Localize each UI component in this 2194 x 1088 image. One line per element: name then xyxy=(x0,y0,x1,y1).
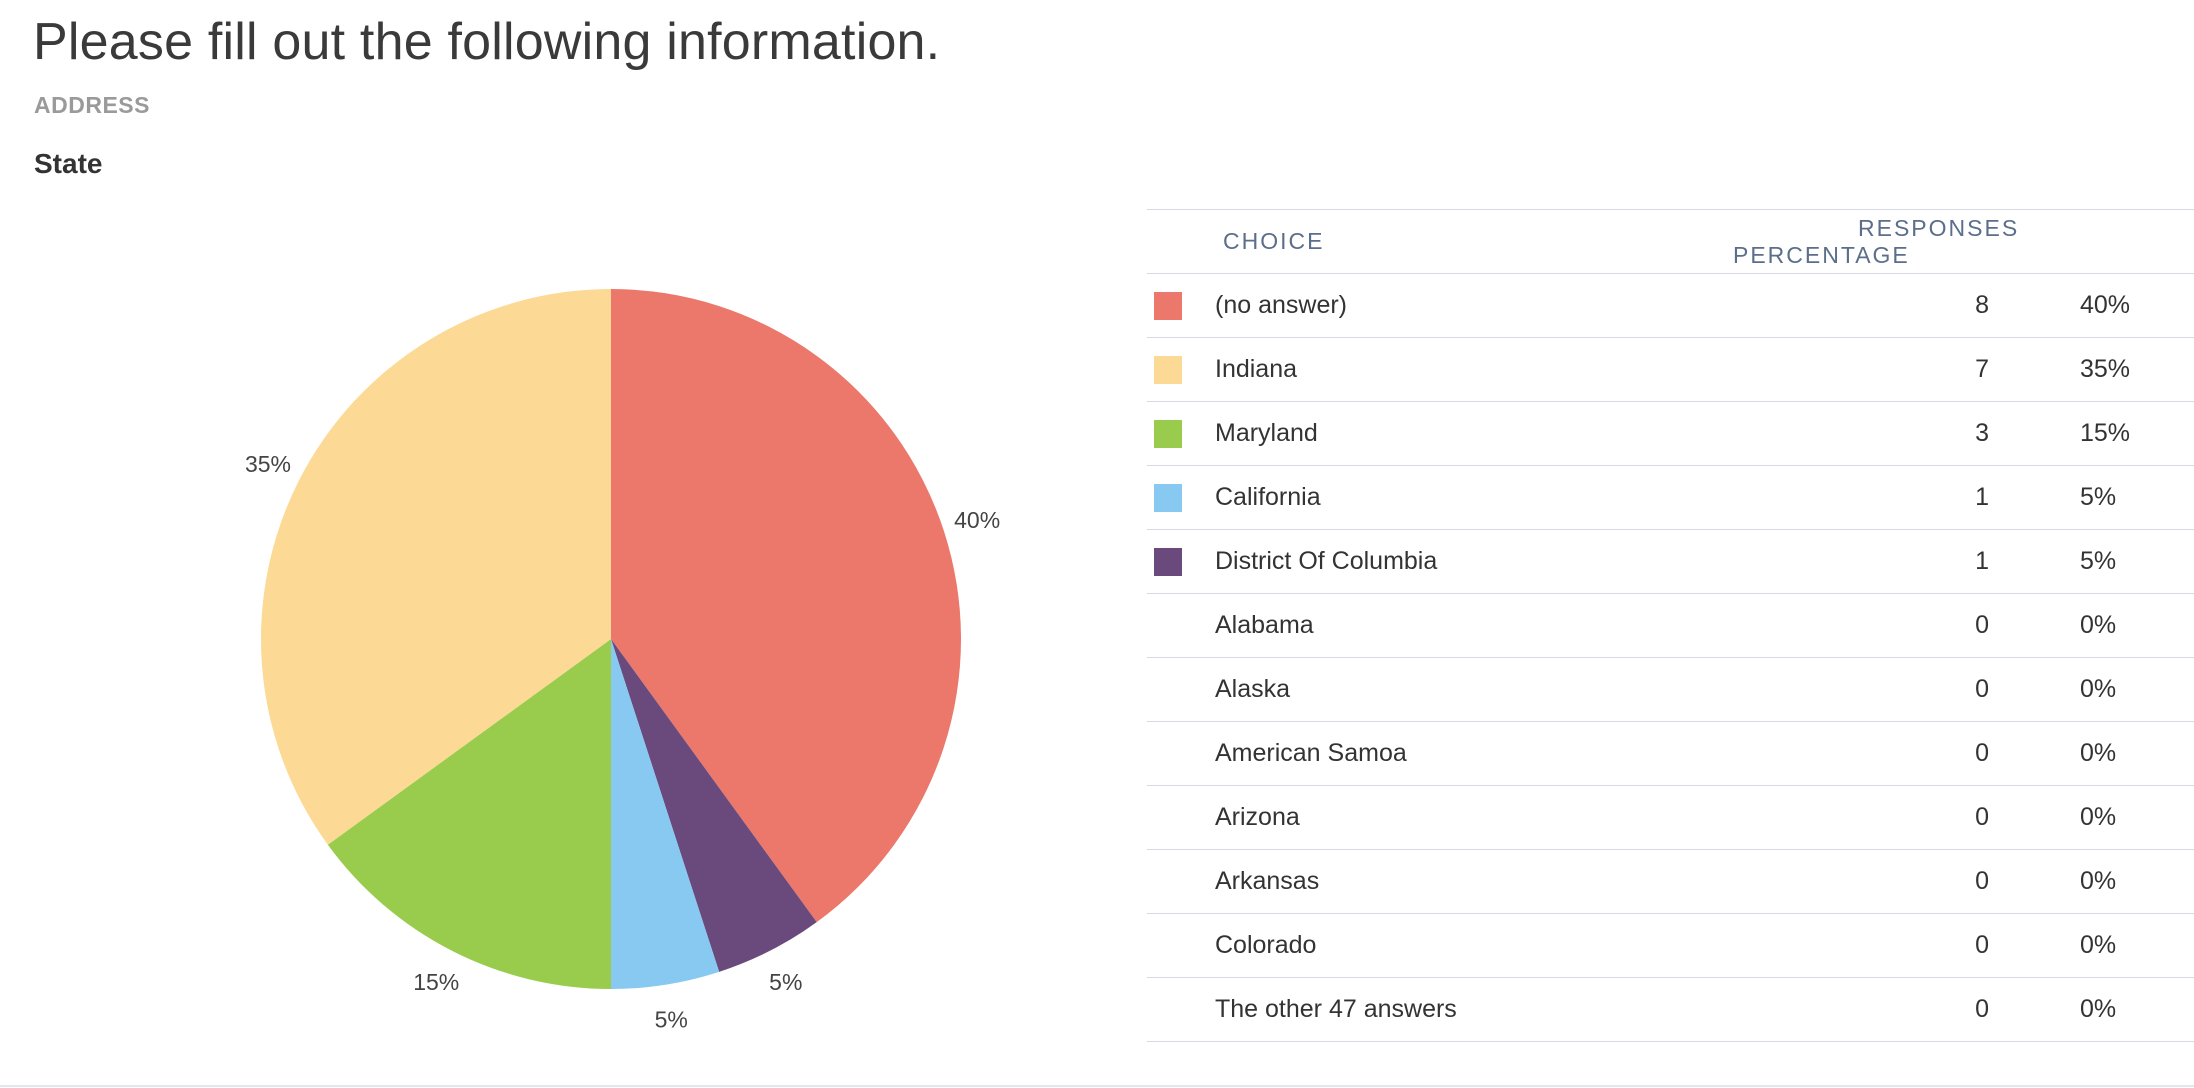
table-row: Arizona 0 0% xyxy=(1147,785,2194,850)
question-label: State xyxy=(34,148,103,179)
responses-percentage-header: RESPONSES PERCENTAGE xyxy=(1653,209,2194,274)
choice-cell: Colorado xyxy=(1215,913,1653,978)
choice-cell: District Of Columbia xyxy=(1215,529,1653,594)
table-row: American Samoa 0 0% xyxy=(1147,721,2194,786)
choice-cell: The other 47 answers xyxy=(1215,977,1653,1042)
section-label: ADDRESS xyxy=(34,92,150,118)
percentage-cell: 0% xyxy=(2006,977,2194,1042)
responses-value: 0 xyxy=(1975,611,1989,639)
page-title: Please fill out the following informatio… xyxy=(33,13,941,71)
responses-value: 0 xyxy=(1975,803,1989,831)
pie-slice-label: 35% xyxy=(245,451,291,477)
legend-swatch-cell xyxy=(1147,849,1215,914)
percentage-cell: 0% xyxy=(2006,593,2194,658)
legend-swatch-cell xyxy=(1147,657,1215,722)
table-row: Alabama 0 0% xyxy=(1147,593,2194,658)
table-row: (no answer) 8 40% xyxy=(1147,273,2194,338)
responses-cell: 0 xyxy=(1653,721,2006,786)
choice-cell: California xyxy=(1215,465,1653,530)
percentage-cell: 15% xyxy=(2006,401,2194,466)
legend-swatch xyxy=(1154,548,1182,577)
percentage-column-header: PERCENTAGE xyxy=(1733,241,1910,268)
percentage-cell: 5% xyxy=(2006,465,2194,530)
responses-value: 1 xyxy=(1975,483,1989,511)
responses-cell: 3 xyxy=(1653,401,2006,466)
responses-cell: 0 xyxy=(1653,849,2006,914)
choice-cell: Alabama xyxy=(1215,593,1653,658)
legend-swatch-cell xyxy=(1147,977,1215,1042)
table-body: (no answer) 8 40% Indiana 7 35% Maryland 3 15% Ca… xyxy=(1147,273,2194,1042)
pie-slice-label: 40% xyxy=(954,507,1000,533)
responses-value: 0 xyxy=(1975,867,1989,895)
pie-slice-label: 15% xyxy=(413,969,459,995)
pie-slice xyxy=(611,639,720,989)
legend-swatch-cell xyxy=(1147,465,1215,530)
legend-swatch-cell xyxy=(1147,273,1215,338)
percentage-cell: 5% xyxy=(2006,529,2194,594)
table-row: Colorado 0 0% xyxy=(1147,913,2194,978)
legend-swatch-cell xyxy=(1147,529,1215,594)
percentage-cell: 0% xyxy=(2006,721,2194,786)
responses-value: 0 xyxy=(1975,675,1989,703)
responses-cell: 7 xyxy=(1653,337,2006,402)
table-row: Maryland 3 15% xyxy=(1147,401,2194,466)
responses-value: 0 xyxy=(1975,931,1989,959)
responses-value: 7 xyxy=(1975,355,1989,383)
legend-swatch xyxy=(1154,484,1182,513)
choice-column-header: CHOICE xyxy=(1147,209,1653,274)
legend-swatch-cell xyxy=(1147,785,1215,850)
choice-cell: Alaska xyxy=(1215,657,1653,722)
choice-cell: Maryland xyxy=(1215,401,1653,466)
percentage-cell: 0% xyxy=(2006,849,2194,914)
results-table: CHOICE RESPONSES PERCENTAGE (no answer) 8… xyxy=(1147,209,2194,1042)
percentage-cell: 0% xyxy=(2006,913,2194,978)
pie-slice-label: 5% xyxy=(655,1006,688,1032)
choice-cell: Arizona xyxy=(1215,785,1653,850)
choice-cell: Arkansas xyxy=(1215,849,1653,914)
responses-value: 0 xyxy=(1975,739,1989,767)
percentage-cell: 0% xyxy=(2006,785,2194,850)
table-row: The other 47 answers 0 0% xyxy=(1147,977,2194,1042)
percentage-cell: 35% xyxy=(2006,337,2194,402)
responses-cell: 0 xyxy=(1653,913,2006,978)
legend-swatch xyxy=(1154,420,1182,449)
legend-swatch-cell xyxy=(1147,913,1215,978)
legend-swatch-cell xyxy=(1147,593,1215,658)
responses-cell: 0 xyxy=(1653,657,2006,722)
responses-column-header: RESPONSES xyxy=(1858,214,2020,241)
pie-slice xyxy=(261,289,611,845)
pie-chart: 40% 5% 5% 15% 35% xyxy=(245,289,1000,1032)
choice-cell: American Samoa xyxy=(1215,721,1653,786)
legend-swatch-cell xyxy=(1147,337,1215,402)
responses-cell: 1 xyxy=(1653,465,2006,530)
bottom-divider xyxy=(0,1085,2194,1087)
pie-slice xyxy=(611,639,817,972)
table-row: Arkansas 0 0% xyxy=(1147,849,2194,914)
legend-swatch-cell xyxy=(1147,721,1215,786)
table-header-row: CHOICE RESPONSES PERCENTAGE xyxy=(1147,209,2194,274)
choice-cell: Indiana xyxy=(1215,337,1653,402)
table-row: California 1 5% xyxy=(1147,465,2194,530)
responses-cell: 0 xyxy=(1653,785,2006,850)
responses-value: 0 xyxy=(1975,995,1989,1023)
legend-swatch xyxy=(1154,292,1182,321)
legend-swatch xyxy=(1154,356,1182,385)
pie-slice xyxy=(327,639,611,989)
pie-slice-label: 5% xyxy=(769,969,802,995)
responses-cell: 8 xyxy=(1653,273,2006,338)
choice-cell: (no answer) xyxy=(1215,273,1653,338)
responses-cell: 0 xyxy=(1653,593,2006,658)
table-row: Alaska 0 0% xyxy=(1147,657,2194,722)
table-row: District Of Columbia 1 5% xyxy=(1147,529,2194,594)
legend-swatch-cell xyxy=(1147,401,1215,466)
percentage-cell: 0% xyxy=(2006,657,2194,722)
responses-value: 3 xyxy=(1975,419,1989,447)
responses-value: 8 xyxy=(1975,291,1989,319)
table-row: Indiana 7 35% xyxy=(1147,337,2194,402)
responses-cell: 1 xyxy=(1653,529,2006,594)
responses-value: 1 xyxy=(1975,547,1989,575)
percentage-cell: 40% xyxy=(2006,273,2194,338)
pie-slice xyxy=(611,289,962,923)
responses-cell: 0 xyxy=(1653,977,2006,1042)
